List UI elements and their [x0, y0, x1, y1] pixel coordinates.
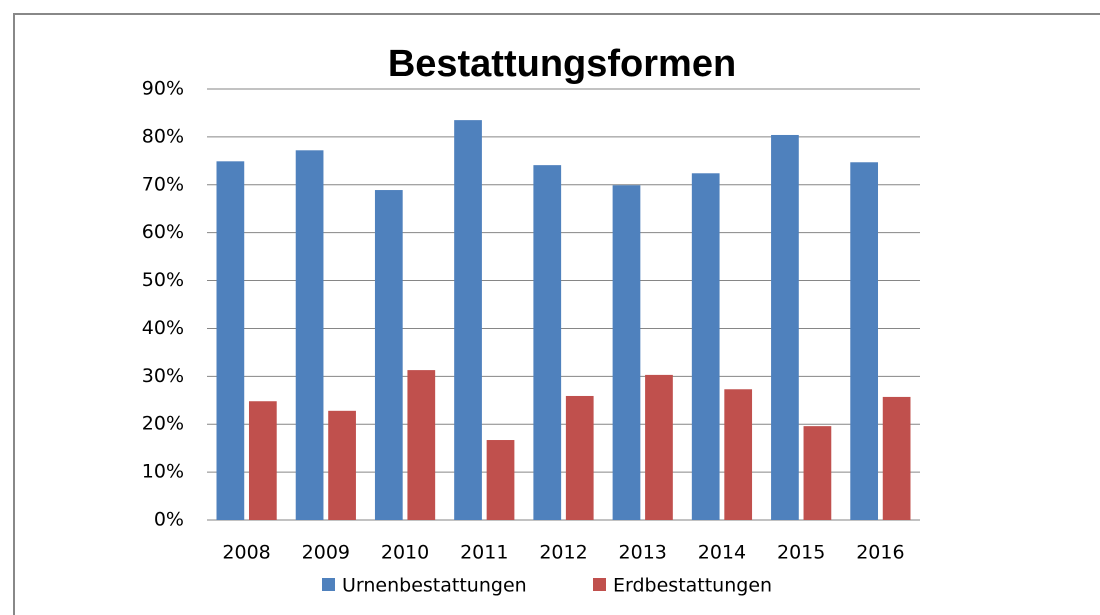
- y-tick-label: 60%: [142, 221, 184, 243]
- bar: [645, 374, 673, 520]
- bar: [803, 426, 832, 520]
- x-tick-label: 2008: [222, 542, 270, 564]
- x-tick-label: 2012: [539, 542, 587, 564]
- legend-swatch: [322, 578, 335, 591]
- y-tick-label: 40%: [142, 317, 184, 339]
- bar: [565, 395, 594, 520]
- x-tick-label: 2009: [302, 542, 350, 564]
- bar: [328, 410, 356, 520]
- bar: [691, 173, 720, 521]
- bar: [882, 396, 911, 520]
- bar: [724, 389, 753, 520]
- bar: [533, 165, 562, 521]
- legend-label: Urnenbestattungen: [342, 575, 527, 597]
- bar: [295, 150, 324, 520]
- x-tick-label: 2015: [777, 542, 825, 564]
- bar: [216, 161, 245, 520]
- bar: [374, 190, 403, 520]
- x-tick-label: 2013: [619, 542, 667, 564]
- y-tick-label: 30%: [142, 365, 184, 387]
- y-tick-label: 80%: [142, 125, 184, 147]
- chart-title: Bestattungsformen: [388, 43, 736, 85]
- x-tick-label: 2010: [381, 542, 429, 564]
- legend-label: Erdbestattungen: [613, 575, 772, 597]
- x-tick-label: 2011: [460, 542, 508, 564]
- bar: [407, 370, 436, 520]
- y-tick-label: 20%: [142, 413, 184, 435]
- bar: [612, 185, 641, 521]
- bar: [248, 401, 277, 520]
- x-tick-label: 2016: [856, 542, 904, 564]
- y-tick-label: 70%: [142, 173, 184, 195]
- y-tick-label: 10%: [142, 461, 184, 483]
- x-tick-label: 2014: [698, 542, 746, 564]
- bar: [454, 120, 482, 520]
- y-tick-label: 90%: [142, 78, 184, 100]
- y-tick-label: 0%: [154, 509, 184, 531]
- legend-swatch: [593, 578, 606, 591]
- bar: [850, 162, 879, 520]
- bar: [486, 440, 515, 520]
- y-tick-label: 50%: [142, 269, 184, 291]
- bar: [771, 134, 799, 520]
